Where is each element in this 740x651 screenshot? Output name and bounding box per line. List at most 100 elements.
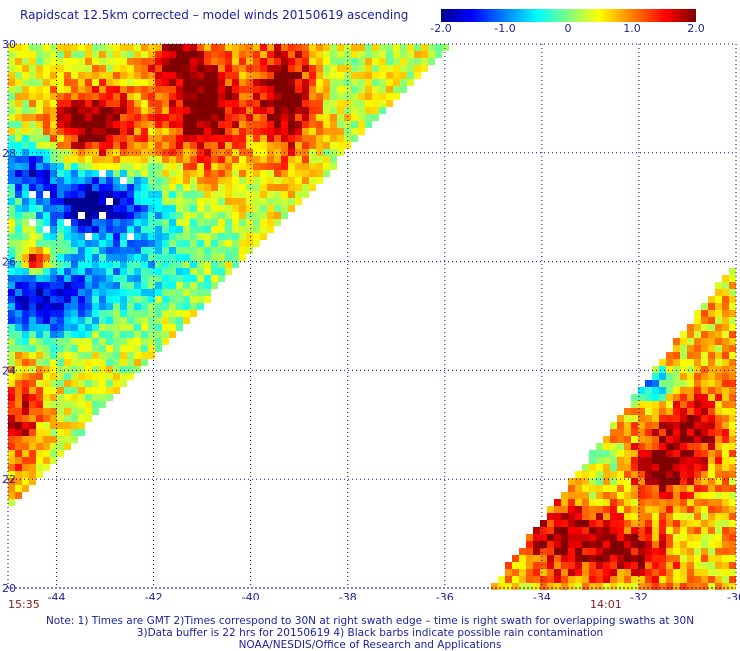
wind-cell <box>316 79 323 86</box>
wind-cell <box>211 128 218 135</box>
wind-cell <box>715 401 722 408</box>
wind-cell <box>288 93 295 100</box>
wind-cell <box>687 562 694 569</box>
wind-cell <box>631 443 638 450</box>
wind-cell <box>183 86 190 93</box>
wind-cell <box>316 86 323 93</box>
wind-cell <box>638 492 645 499</box>
wind-cell <box>71 149 78 156</box>
wind-cell <box>64 275 71 282</box>
wind-cell <box>358 128 365 135</box>
wind-cell <box>414 72 421 79</box>
wind-cell <box>92 100 99 107</box>
wind-cell <box>575 562 582 569</box>
wind-cell <box>78 156 85 163</box>
wind-cell <box>253 170 260 177</box>
wind-cell <box>666 506 673 513</box>
wind-cell <box>99 394 106 401</box>
wind-cell <box>57 415 64 422</box>
wind-cell <box>288 191 295 198</box>
wind-cell <box>239 107 246 114</box>
wind-cell <box>99 352 106 359</box>
wind-cell <box>99 254 106 261</box>
wind-cell <box>190 107 197 114</box>
wind-cell <box>15 142 22 149</box>
wind-cell <box>337 72 344 79</box>
wind-cell <box>603 576 610 583</box>
wind-cell <box>36 79 43 86</box>
wind-cell <box>99 149 106 156</box>
wind-cell <box>50 289 57 296</box>
wind-cell <box>344 107 351 114</box>
wind-cell <box>85 86 92 93</box>
wind-cell <box>197 233 204 240</box>
wind-cell <box>22 72 29 79</box>
wind-cell <box>680 394 687 401</box>
wind-cell <box>22 338 29 345</box>
wind-cell <box>134 359 141 366</box>
swath-cells <box>8 44 736 590</box>
wind-cell <box>218 79 225 86</box>
wind-cell <box>8 163 15 170</box>
wind-cell <box>169 44 176 51</box>
wind-cell <box>8 345 15 352</box>
wind-cell <box>680 457 687 464</box>
wind-cell <box>694 331 701 338</box>
wind-cell <box>211 163 218 170</box>
wind-cell <box>211 177 218 184</box>
wind-cell <box>610 583 617 590</box>
wind-cell <box>148 254 155 261</box>
wind-cell <box>701 450 708 457</box>
wind-cell <box>645 583 652 590</box>
wind-cell <box>8 436 15 443</box>
wind-cell <box>708 352 715 359</box>
wind-cell <box>8 310 15 317</box>
wind-cell <box>197 268 204 275</box>
wind-cell <box>190 191 197 198</box>
wind-cell <box>127 254 134 261</box>
wind-cell <box>596 506 603 513</box>
wind-cell <box>85 352 92 359</box>
wind-cell <box>547 534 554 541</box>
wind-cell <box>8 72 15 79</box>
wind-cell <box>50 72 57 79</box>
wind-cell <box>722 387 729 394</box>
wind-cell <box>295 51 302 58</box>
wind-cell <box>197 254 204 261</box>
lat-lon-grid <box>7 43 737 589</box>
wind-cell <box>190 86 197 93</box>
wind-cell <box>337 65 344 72</box>
wind-cell <box>22 261 29 268</box>
wind-cell <box>582 569 589 576</box>
wind-cell <box>8 471 15 478</box>
wind-cell <box>722 583 729 590</box>
wind-cell <box>729 436 736 443</box>
wind-cell <box>358 100 365 107</box>
wind-cell <box>624 527 631 534</box>
wind-cell <box>43 100 50 107</box>
wind-cell <box>57 380 64 387</box>
wind-cell <box>134 282 141 289</box>
wind-cell <box>92 184 99 191</box>
wind-cell <box>22 471 29 478</box>
wind-cell <box>155 205 162 212</box>
wind-cell <box>274 79 281 86</box>
wind-cell <box>631 471 638 478</box>
wind-cell <box>673 506 680 513</box>
wind-cell <box>687 401 694 408</box>
wind-cell <box>155 198 162 205</box>
wind-cell <box>239 44 246 51</box>
wind-cell <box>155 261 162 268</box>
wind-cell <box>673 569 680 576</box>
wind-cell <box>92 79 99 86</box>
wind-cell <box>85 387 92 394</box>
wind-cell <box>372 51 379 58</box>
wind-cell <box>533 541 540 548</box>
wind-cell <box>29 275 36 282</box>
wind-cell <box>645 401 652 408</box>
colorbar <box>441 9 696 22</box>
wind-cell <box>687 373 694 380</box>
wind-cell <box>134 212 141 219</box>
wind-cell <box>519 555 526 562</box>
wind-cell <box>687 331 694 338</box>
